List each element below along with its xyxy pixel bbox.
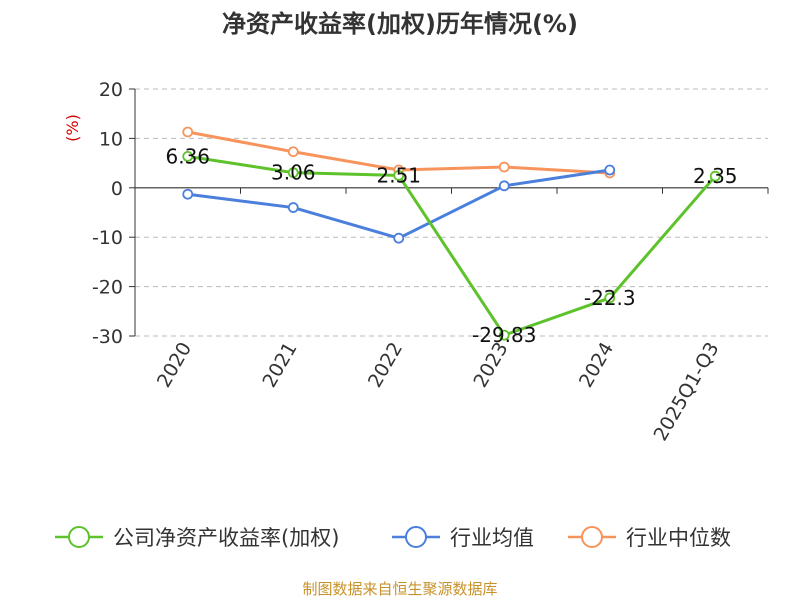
data-point-1 <box>393 232 405 244</box>
legend-marker <box>68 526 90 548</box>
chart-title: 净资产收益率(加权)历年情况(%) <box>222 10 578 38</box>
data-label: -22.3 <box>584 286 636 310</box>
data-point-1 <box>604 164 616 176</box>
series-lines <box>182 126 721 341</box>
legend-label: 行业中位数 <box>626 526 731 550</box>
data-label: -29.83 <box>472 323 536 347</box>
data-point-2 <box>498 161 510 173</box>
y-tick-label: -20 <box>92 277 123 299</box>
data-label: 2.51 <box>376 163 421 187</box>
data-point-0 <box>393 170 405 181</box>
data-point-2 <box>182 126 194 138</box>
data-point-0 <box>709 170 721 182</box>
y-tick-label: 20 <box>99 79 123 101</box>
y-tick-label: 0 <box>111 178 123 200</box>
x-tick-label: 2021 <box>258 339 301 392</box>
y-tick-label: -30 <box>92 326 123 348</box>
y-tick-label: -10 <box>92 227 123 249</box>
y-axis-unit-label: (%) <box>63 114 82 142</box>
data-label: 2.35 <box>693 164 738 188</box>
data-point-0 <box>498 329 510 341</box>
x-tick-label: 2022 <box>364 339 407 392</box>
x-tick-label: 2025Q1-Q3 <box>650 339 724 445</box>
data-point-1 <box>287 202 299 213</box>
data-label: 6.36 <box>165 144 210 168</box>
data-point-0 <box>604 292 616 304</box>
data-point-0 <box>182 150 194 162</box>
y-tick-label: 10 <box>99 128 123 150</box>
x-tick-label: 2024 <box>575 339 618 392</box>
data-point-1 <box>498 180 510 192</box>
legend-label: 公司净资产收益率(加权) <box>113 526 339 550</box>
source-note: 制图数据来自恒生聚源数据库 <box>302 580 497 598</box>
legend-marker <box>405 526 427 548</box>
data-label: 3.06 <box>271 161 316 185</box>
data-point-0 <box>287 167 299 179</box>
legend-marker <box>581 526 603 548</box>
data-point-1 <box>182 188 194 200</box>
x-tick-label: 2020 <box>153 339 196 392</box>
legend-label: 行业均值 <box>450 526 534 550</box>
gridlines <box>135 88 768 337</box>
series-line-0 <box>187 154 717 337</box>
data-point-2 <box>287 146 299 158</box>
data-labels: 6.36 3.06 2.51 -29.83 -22.3 2.35 <box>165 144 737 347</box>
legend: 公司净资产收益率(加权) 行业均值 行业中位数 <box>55 526 731 550</box>
